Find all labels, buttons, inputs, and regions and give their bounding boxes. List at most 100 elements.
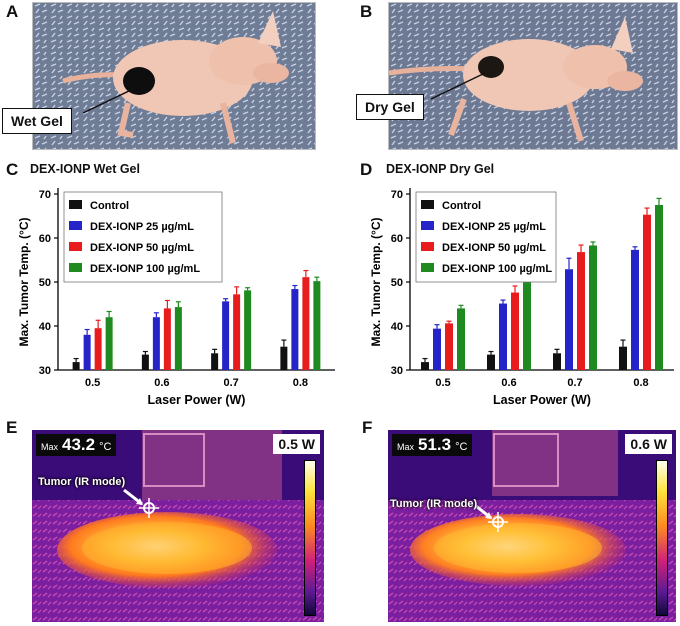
bar [83, 334, 91, 370]
legend-label: DEX-IONP 25 µg/mL [90, 221, 194, 233]
x-tick-label: 0.6 [501, 377, 516, 389]
bar [163, 308, 171, 370]
y-tick-label: 70 [391, 189, 403, 201]
bar [280, 346, 288, 370]
bar [222, 301, 230, 370]
legend-swatch [421, 263, 434, 272]
panel-label-f: F [362, 418, 373, 437]
bar [487, 354, 495, 370]
legend-swatch [69, 200, 82, 209]
y-tick-label: 70 [39, 189, 51, 201]
temperature-colorbar-f [656, 460, 668, 616]
x-tick-label: 0.7 [223, 377, 238, 389]
bar [291, 289, 299, 370]
temperature-colorbar-e [304, 460, 316, 616]
bar [511, 292, 519, 370]
max-value: 51.3 [418, 435, 452, 454]
max-temperature-readout-f: Max 51.3 °C [392, 434, 473, 456]
laser-power-e: 0.5 W [273, 434, 320, 454]
y-tick-label: 50 [39, 277, 51, 289]
bar [643, 214, 651, 370]
legend-swatch [421, 242, 434, 251]
y-tick-label: 60 [391, 233, 403, 245]
panel-label-e: E [6, 418, 18, 437]
panel-label-c: C [6, 160, 19, 179]
bar-chart-dry-gel-svg: 30 40 50 60 70 Max. Tumor Temp. (°C) 0.5 0.6 0.7… [369, 188, 674, 407]
legend-box [63, 191, 223, 283]
bar [565, 269, 573, 370]
bar [523, 277, 531, 370]
y-tick-label: 40 [39, 321, 51, 333]
chart-title-wet-gel: DEX-IONP Wet Gel [30, 162, 140, 176]
bar [457, 308, 465, 370]
panel-label-a: A [6, 2, 19, 21]
bar [421, 362, 429, 370]
max-label: Max [41, 442, 59, 452]
bar [174, 307, 182, 370]
y-tick-label: 30 [39, 365, 51, 377]
x-tick-label: 0.6 [154, 377, 169, 389]
legend-label: Control [90, 200, 129, 212]
bar [313, 281, 321, 370]
panel-label-d: D [360, 160, 373, 179]
legend-swatch [69, 263, 82, 272]
y-axis-label: Max. Tumor Temp. (°C) [369, 217, 383, 346]
x-tick-label: 0.7 [567, 377, 582, 389]
mouse-photo-dry-gel [388, 2, 678, 150]
x-tick-label: 0.5 [435, 377, 450, 389]
wet-gel-implant [123, 67, 155, 95]
bar [211, 353, 219, 370]
bar-chart-wet-gel: 30 40 50 60 70 Max. Tumor Temp. (°C) 0.5 0.6 0.7… [0, 180, 345, 418]
x-axis-label: Laser Power (W) [493, 393, 591, 407]
legend-swatch [69, 242, 82, 251]
x-tick-label: 0.5 [85, 377, 100, 389]
legend-label: Control [442, 200, 481, 212]
bar [619, 346, 627, 370]
chart-title-dry-gel: DEX-IONP Dry Gel [386, 162, 495, 176]
bar [589, 245, 597, 370]
callout-dry-gel: Dry Gel [356, 94, 424, 120]
bar [499, 303, 507, 370]
callout-wet-gel: Wet Gel [2, 108, 72, 134]
y-tick-label: 40 [391, 321, 403, 333]
y-axis-label: Max. Tumor Temp. (°C) [17, 217, 31, 346]
legend-box [415, 191, 557, 283]
y-tick-label: 30 [391, 365, 403, 377]
y-tick-label: 50 [391, 277, 403, 289]
legend-label: DEX-IONP 100 µg/mL [90, 263, 200, 275]
max-unit: °C [99, 441, 112, 453]
bar [244, 290, 252, 370]
bar [655, 205, 663, 370]
panel-label-b: B [360, 2, 373, 21]
bar [577, 252, 585, 370]
y-tick-label: 60 [39, 233, 51, 245]
bar [94, 328, 102, 370]
laser-power-f: 0.6 W [625, 434, 672, 454]
bar [105, 317, 113, 370]
max-value: 43.2 [62, 435, 96, 454]
legend-swatch [69, 221, 82, 230]
legend-swatch [421, 221, 434, 230]
mouse-photo-wet-gel [32, 2, 316, 150]
legend-label: DEX-IONP 100 µg/mL [442, 263, 552, 275]
bar [152, 317, 160, 370]
bar [631, 249, 639, 370]
bar [233, 294, 241, 370]
legend-label: DEX-IONP 50 µg/mL [90, 242, 194, 254]
max-label: Max [397, 442, 415, 452]
legend-swatch [421, 200, 434, 209]
tumor-label-e: Tumor (IR mode) [38, 476, 126, 488]
x-tick-label: 0.8 [633, 377, 648, 389]
bar [445, 323, 453, 370]
x-tick-label: 0.8 [293, 377, 308, 389]
bar [433, 328, 441, 370]
bar-chart-wet-gel-svg: 30 40 50 60 70 Max. Tumor Temp. (°C) 0.5 0.6 0.7… [17, 188, 335, 407]
legend-label: DEX-IONP 50 µg/mL [442, 242, 546, 254]
max-temperature-readout-e: Max 43.2 °C [36, 434, 117, 456]
bar [302, 277, 310, 370]
max-unit: °C [455, 441, 468, 453]
legend-label: DEX-IONP 25 µg/mL [442, 221, 546, 233]
thermal-image-e: Max 43.2 °C 0.5 W Tumor (IR mode) [32, 430, 324, 622]
thermal-image-f: Max 51.3 °C 0.6 W Tumor (IR mode) [388, 430, 676, 622]
x-axis-label: Laser Power (W) [148, 393, 246, 407]
